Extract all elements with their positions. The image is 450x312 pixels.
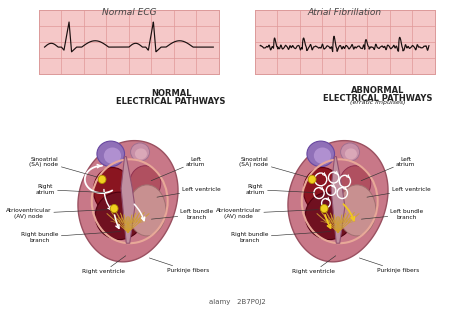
Text: Sinoatrial
(SA) node: Sinoatrial (SA) node (30, 157, 97, 177)
Ellipse shape (314, 148, 331, 164)
Text: Sinoatrial
(SA) node: Sinoatrial (SA) node (239, 157, 307, 177)
Text: Right bundle
branch: Right bundle branch (231, 232, 331, 243)
Ellipse shape (340, 166, 371, 200)
Ellipse shape (130, 143, 149, 161)
Text: Right
atrium: Right atrium (36, 184, 104, 195)
Ellipse shape (307, 141, 334, 167)
Text: Left
atrium: Left atrium (151, 157, 206, 181)
Ellipse shape (341, 143, 360, 161)
Ellipse shape (128, 185, 166, 236)
Ellipse shape (305, 192, 354, 240)
Ellipse shape (345, 149, 357, 159)
Text: Left ventricle: Left ventricle (157, 187, 221, 197)
Text: ELECTRICAL PATHWAYS: ELECTRICAL PATHWAYS (117, 96, 226, 105)
Circle shape (308, 175, 316, 183)
Polygon shape (331, 157, 345, 243)
Text: Left ventricle: Left ventricle (367, 187, 431, 197)
Text: ELECTRICAL PATHWAYS: ELECTRICAL PATHWAYS (323, 94, 432, 103)
Ellipse shape (97, 141, 125, 167)
Polygon shape (121, 157, 135, 243)
Text: Normal ECG: Normal ECG (102, 8, 156, 17)
Text: Right ventricle: Right ventricle (82, 256, 126, 275)
Circle shape (110, 204, 118, 213)
Ellipse shape (135, 149, 147, 159)
Text: ABNORMAL: ABNORMAL (351, 85, 404, 95)
Text: Left bundle
branch: Left bundle branch (361, 209, 424, 220)
Text: Right bundle
branch: Right bundle branch (21, 232, 121, 243)
Text: Left
atrium: Left atrium (361, 157, 415, 181)
Ellipse shape (94, 168, 131, 213)
Text: Right ventricle: Right ventricle (292, 256, 336, 275)
Text: Purkinje fibers: Purkinje fibers (360, 258, 419, 273)
Text: NORMAL: NORMAL (151, 89, 191, 98)
Ellipse shape (130, 166, 161, 200)
Text: Atrioventricular
(AV) node: Atrioventricular (AV) node (216, 208, 318, 219)
Text: Atrial Fibrillation: Atrial Fibrillation (307, 8, 382, 17)
Text: Right
atrium: Right atrium (246, 184, 315, 195)
Ellipse shape (95, 192, 144, 240)
Bar (255, 10, 435, 74)
Text: (erratic impulses): (erratic impulses) (350, 100, 405, 105)
Polygon shape (78, 141, 178, 262)
Bar (39, 10, 219, 74)
Circle shape (320, 204, 328, 213)
Ellipse shape (338, 185, 376, 236)
Text: Atrioventricular
(AV) node: Atrioventricular (AV) node (5, 208, 108, 219)
Circle shape (98, 175, 106, 183)
Text: Left bundle
branch: Left bundle branch (151, 209, 214, 220)
Ellipse shape (303, 168, 342, 213)
Text: alamy   2B7P0J2: alamy 2B7P0J2 (209, 299, 266, 305)
Text: Purkinje fibers: Purkinje fibers (149, 258, 210, 273)
Ellipse shape (104, 148, 121, 164)
Polygon shape (288, 141, 388, 262)
